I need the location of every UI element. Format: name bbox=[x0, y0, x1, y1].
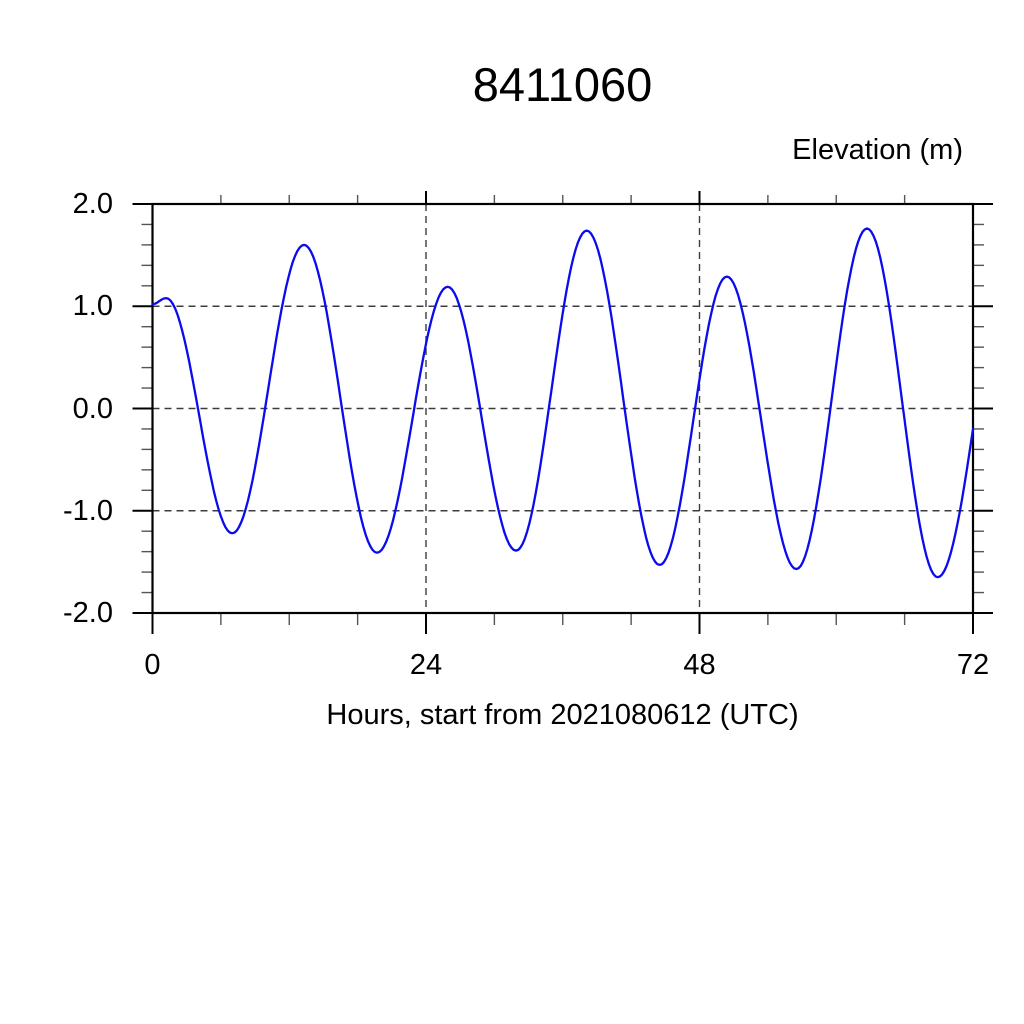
x-tick-label: 24 bbox=[409, 649, 443, 681]
x-tick-label: 48 bbox=[683, 649, 716, 681]
y-tick-label: -1.0 bbox=[63, 494, 113, 527]
x-axis-label: Hours, start from 2021080612 (UTC) bbox=[326, 699, 799, 731]
chart-title: 8411060 bbox=[472, 58, 653, 111]
tide-curve bbox=[151, 227, 975, 579]
y-tick-label: -2.0 bbox=[63, 597, 113, 629]
y-axis-label: Elevation (m) bbox=[792, 134, 963, 166]
x-tick-label: 72 bbox=[956, 649, 990, 681]
plot-frame bbox=[151, 202, 975, 615]
y-tick-label: 0.0 bbox=[72, 392, 113, 425]
y-tick-label: 1.0 bbox=[72, 290, 113, 323]
y-tick-label: 2.0 bbox=[72, 188, 113, 220]
x-tick-label: 0 bbox=[144, 649, 161, 681]
